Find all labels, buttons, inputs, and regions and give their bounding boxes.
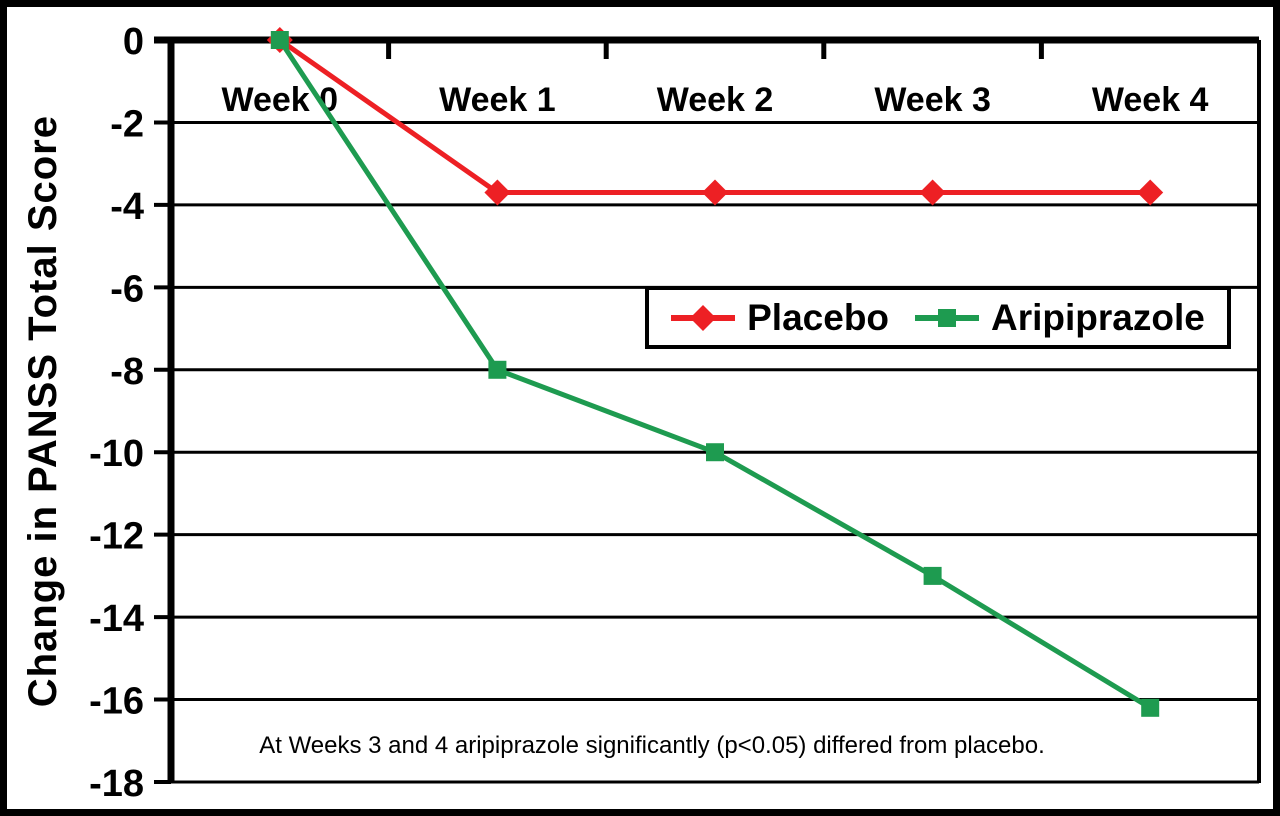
legend-entry-aripiprazole: Aripiprazole [915, 299, 1205, 336]
marker-diamond-placebo [919, 179, 946, 206]
y-tick-label: -14 [89, 598, 144, 640]
y-tick-label: -16 [89, 681, 144, 723]
y-tick-label: -6 [110, 268, 144, 310]
y-tick-label: -10 [89, 433, 144, 475]
marker-square-aripiprazole [706, 443, 724, 462]
x-category-label: Week 1 [439, 81, 556, 119]
significance-annotation: At Weeks 3 and 4 aripiprazole significan… [259, 732, 1045, 759]
y-tick-label: -8 [110, 351, 144, 393]
y-axis-label-wrap: Change in PANSS Total Score [15, 40, 71, 782]
y-tick-label: -12 [89, 516, 144, 558]
legend: Placebo Aripiprazole [645, 286, 1231, 349]
x-category-label: Week 4 [1092, 81, 1209, 119]
legend-entry-placebo: Placebo [671, 299, 889, 336]
marker-square-aripiprazole [270, 31, 289, 49]
y-tick-label: -2 [110, 103, 144, 145]
marker-diamond-placebo [1137, 179, 1164, 206]
y-tick-label: 0 [123, 21, 144, 63]
x-category-label: Week 2 [657, 81, 774, 119]
y-axis-label: Change in PANSS Total Score [20, 114, 65, 708]
x-category-label: Week 3 [874, 81, 991, 119]
marker-square-aripiprazole [488, 360, 507, 379]
marker-square-aripiprazole [923, 566, 942, 585]
y-tick-label: -18 [89, 763, 144, 805]
placebo-line-diamond-icon [671, 304, 736, 331]
legend-label-placebo: Placebo [747, 297, 890, 338]
marker-diamond-placebo [484, 179, 511, 206]
marker-diamond-placebo [702, 179, 728, 206]
legend-label-aripiprazole: Aripiprazole [991, 297, 1205, 338]
marker-square-aripiprazole [1141, 698, 1160, 717]
aripiprazole-line-square-icon [915, 308, 980, 327]
y-tick-label: -4 [110, 186, 144, 228]
series-line-aripiprazole [277, 38, 1152, 710]
